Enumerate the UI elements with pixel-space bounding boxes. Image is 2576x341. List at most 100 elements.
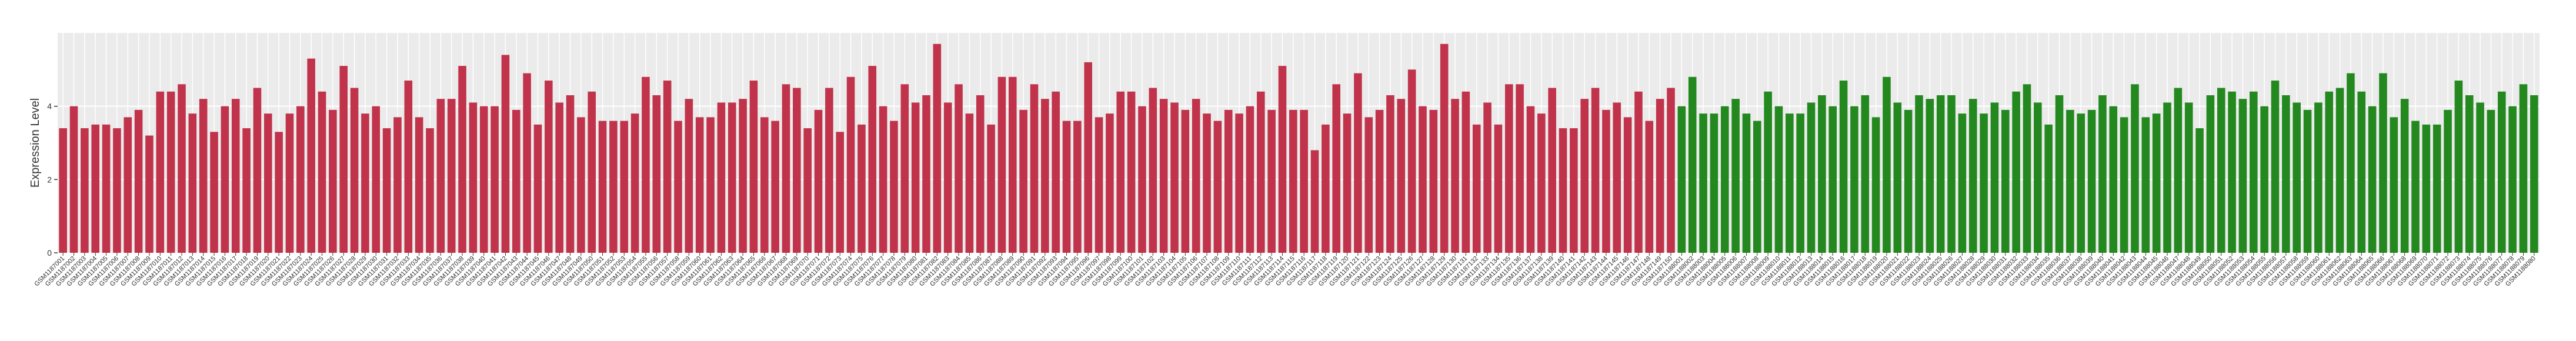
bar bbox=[523, 73, 531, 253]
bar bbox=[1516, 84, 1524, 253]
bar bbox=[814, 109, 823, 253]
bar bbox=[997, 76, 1006, 253]
bar bbox=[1138, 106, 1146, 253]
bar bbox=[512, 109, 520, 253]
bar bbox=[1548, 88, 1556, 253]
bar bbox=[199, 99, 208, 253]
bar bbox=[1537, 113, 1546, 253]
bar bbox=[793, 88, 801, 253]
bar bbox=[447, 99, 456, 253]
bar bbox=[1990, 102, 1999, 253]
bar bbox=[782, 84, 790, 253]
bar bbox=[2465, 95, 2474, 253]
bar bbox=[145, 135, 154, 253]
bar bbox=[1213, 121, 1222, 253]
bar bbox=[749, 81, 758, 253]
bar bbox=[2390, 117, 2398, 253]
bar bbox=[2238, 99, 2247, 253]
bar bbox=[695, 117, 704, 253]
bar bbox=[1267, 109, 1276, 253]
bar bbox=[404, 81, 413, 253]
bar bbox=[1375, 109, 1384, 253]
bar bbox=[102, 124, 111, 253]
bar bbox=[2293, 102, 2301, 253]
bar bbox=[1828, 106, 1837, 253]
bar bbox=[803, 128, 812, 253]
bar bbox=[609, 121, 618, 253]
bar bbox=[706, 117, 715, 253]
bar bbox=[2260, 106, 2268, 253]
bar bbox=[2249, 91, 2258, 253]
bar bbox=[868, 66, 877, 253]
bar bbox=[1818, 95, 1826, 253]
bar bbox=[318, 91, 326, 253]
bar bbox=[1904, 109, 1913, 253]
bar bbox=[91, 124, 100, 253]
bar bbox=[59, 128, 67, 253]
bar bbox=[166, 91, 175, 253]
bar bbox=[2217, 88, 2225, 253]
bar bbox=[2001, 109, 2010, 253]
bar bbox=[846, 76, 855, 253]
bar bbox=[1483, 102, 1491, 253]
bar bbox=[1559, 128, 1567, 253]
bar bbox=[545, 81, 553, 253]
bar bbox=[1958, 113, 1967, 253]
bar bbox=[2163, 102, 2171, 253]
y-tick-label: 2 bbox=[47, 175, 52, 184]
bar bbox=[350, 88, 359, 253]
bar bbox=[760, 117, 769, 253]
bar bbox=[436, 99, 445, 253]
bar bbox=[2066, 109, 2074, 253]
bar bbox=[1634, 91, 1643, 253]
bar bbox=[1602, 109, 1610, 253]
bar bbox=[1980, 113, 1988, 253]
bar bbox=[1019, 109, 1027, 253]
bar bbox=[81, 128, 89, 253]
bar bbox=[2044, 124, 2053, 253]
bar bbox=[717, 102, 726, 253]
bar bbox=[566, 95, 575, 253]
bar bbox=[533, 124, 542, 253]
bar bbox=[1084, 62, 1093, 253]
bar bbox=[2184, 102, 2193, 253]
bar bbox=[652, 95, 661, 253]
bar bbox=[1926, 99, 1934, 253]
bar bbox=[1451, 99, 1459, 253]
bar bbox=[2368, 106, 2377, 253]
bar bbox=[2131, 84, 2139, 253]
bar bbox=[1623, 117, 1632, 253]
bar bbox=[2432, 124, 2441, 253]
bar bbox=[965, 113, 974, 253]
bar bbox=[1936, 95, 1945, 253]
bar bbox=[1407, 69, 1416, 253]
bar bbox=[2077, 113, 2086, 253]
bar bbox=[2519, 84, 2528, 253]
bar bbox=[2454, 81, 2463, 253]
bar bbox=[588, 91, 596, 253]
bar bbox=[69, 106, 78, 253]
bar bbox=[1580, 99, 1589, 253]
bar bbox=[1526, 106, 1535, 253]
y-tick-label: 0 bbox=[47, 248, 52, 258]
bar bbox=[2314, 102, 2323, 253]
bar bbox=[1419, 106, 1427, 253]
bar bbox=[1688, 76, 1697, 253]
bar bbox=[242, 128, 251, 253]
bar bbox=[263, 113, 272, 253]
bar bbox=[2141, 117, 2150, 253]
bar bbox=[1710, 113, 1719, 253]
bar bbox=[1106, 113, 1114, 253]
bar bbox=[339, 66, 348, 253]
bar bbox=[890, 121, 898, 253]
bar bbox=[1915, 95, 1923, 253]
bar bbox=[2023, 84, 2031, 253]
bar bbox=[1343, 113, 1352, 253]
bar bbox=[2497, 91, 2506, 253]
bar bbox=[479, 106, 488, 253]
bar bbox=[1667, 88, 1675, 253]
bar bbox=[1839, 81, 1848, 253]
bar bbox=[630, 113, 639, 253]
bar bbox=[2325, 91, 2334, 253]
